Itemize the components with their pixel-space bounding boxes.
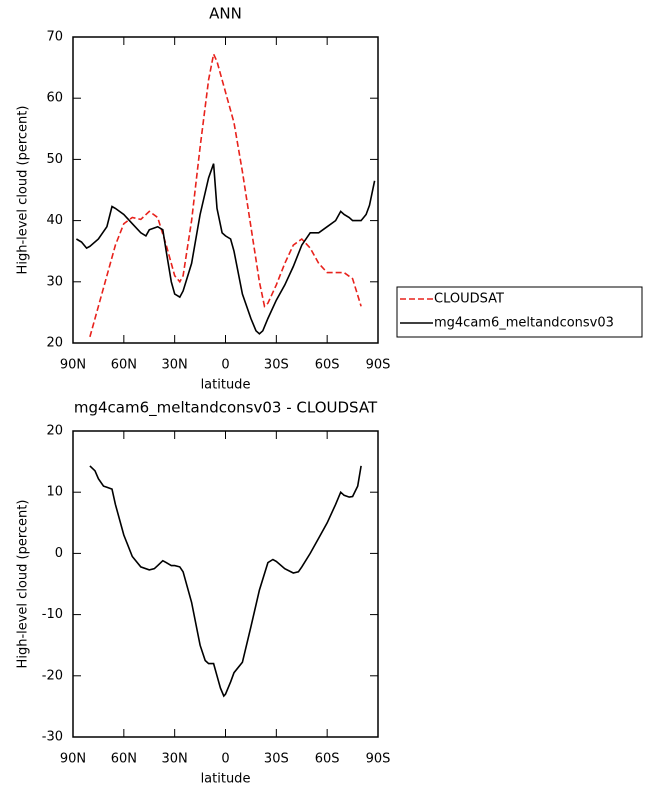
x-tick-label: 60S bbox=[315, 358, 340, 373]
y-tick-label: 70 bbox=[46, 30, 63, 45]
y-tick-label: -10 bbox=[42, 607, 63, 622]
x-tick-label: 30N bbox=[162, 752, 188, 767]
y-tick-label: -20 bbox=[42, 668, 63, 683]
x-tick-label: 60S bbox=[315, 752, 340, 767]
data-line bbox=[89, 51, 362, 338]
x-tick-label: 90S bbox=[366, 358, 391, 373]
x-tick-label: 90N bbox=[60, 358, 86, 373]
legend-box bbox=[396, 286, 643, 338]
plot-frame bbox=[72, 36, 379, 344]
y-axis-label: High-level cloud (percent) bbox=[16, 500, 31, 669]
data-line bbox=[75, 163, 376, 335]
y-tick-label: 20 bbox=[46, 336, 63, 351]
legend-label: mg4cam6_meltandconsv03 bbox=[434, 316, 614, 331]
legend-label: CLOUDSAT bbox=[434, 292, 504, 307]
x-axis-label: latitude bbox=[201, 772, 251, 787]
x-tick-label: 30S bbox=[264, 752, 289, 767]
plot-frame bbox=[72, 430, 379, 738]
y-tick-label: 30 bbox=[46, 274, 63, 289]
x-tick-label: 30N bbox=[162, 358, 188, 373]
y-tick-label: 20 bbox=[46, 424, 63, 439]
x-tick-label: 60N bbox=[111, 752, 137, 767]
data-line bbox=[89, 465, 362, 698]
x-tick-label: 0 bbox=[221, 358, 229, 373]
x-tick-label: 90N bbox=[60, 752, 86, 767]
y-tick-label: 0 bbox=[55, 546, 63, 561]
x-tick-label: 60N bbox=[111, 358, 137, 373]
chart-title: mg4cam6_meltandconsv03 - CLOUDSAT bbox=[74, 399, 378, 418]
y-tick-label: 60 bbox=[46, 91, 63, 106]
y-tick-label: -30 bbox=[42, 730, 63, 745]
x-tick-label: 0 bbox=[221, 752, 229, 767]
y-tick-label: 40 bbox=[46, 213, 63, 228]
chart-title: ANN bbox=[209, 5, 242, 23]
y-tick-label: 50 bbox=[46, 152, 63, 167]
x-tick-label: 30S bbox=[264, 358, 289, 373]
x-axis-label: latitude bbox=[201, 378, 251, 393]
x-tick-label: 90S bbox=[366, 752, 391, 767]
y-tick-label: 10 bbox=[46, 485, 63, 500]
y-axis-label: High-level cloud (percent) bbox=[16, 106, 31, 275]
